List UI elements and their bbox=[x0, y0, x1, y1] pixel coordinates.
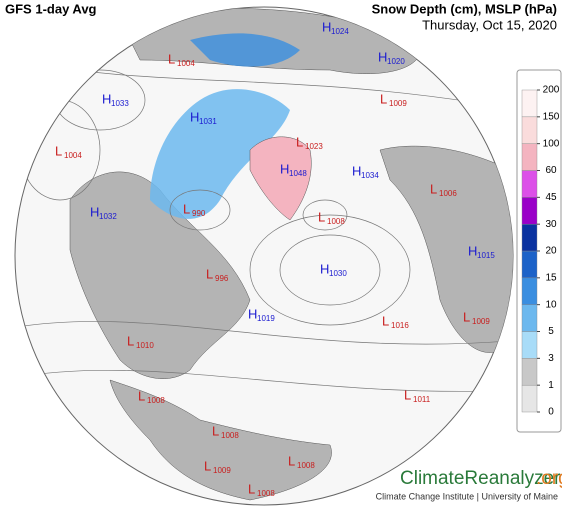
pressure-value: 1015 bbox=[477, 251, 495, 260]
pressure-type: L bbox=[463, 309, 470, 324]
pressure-value: 1032 bbox=[99, 212, 117, 221]
colorbar-label: 150 bbox=[543, 111, 560, 122]
south-america bbox=[109, 379, 332, 501]
pressure-type: H bbox=[322, 19, 331, 34]
pressure-type: H bbox=[248, 306, 257, 321]
colorbar-band bbox=[521, 358, 538, 386]
pressure-value: 1010 bbox=[136, 341, 154, 350]
logo-domain: .org bbox=[536, 468, 562, 489]
title: GFS 1-day Avg bbox=[5, 1, 97, 16]
colorbar-band bbox=[521, 89, 538, 118]
date: Thursday, Oct 15, 2020 bbox=[422, 17, 557, 32]
pressure-value: 1006 bbox=[439, 189, 457, 198]
colorbar-band bbox=[521, 170, 538, 198]
colorbar-label: 1 bbox=[548, 380, 554, 391]
colorbar-band bbox=[521, 384, 538, 413]
pressure-type: L bbox=[55, 143, 62, 158]
pressure-value: 990 bbox=[192, 209, 206, 218]
pressure-type: L bbox=[206, 266, 213, 281]
pressure-value: 1009 bbox=[472, 317, 490, 326]
greenland bbox=[249, 136, 312, 221]
colorbar-label: 20 bbox=[545, 246, 557, 257]
colorbar-band bbox=[521, 143, 538, 171]
colorbar-band bbox=[521, 223, 538, 252]
pressure-type: L bbox=[127, 333, 134, 348]
pressure-type: L bbox=[296, 134, 303, 149]
colorbar-label: 100 bbox=[543, 138, 560, 149]
pressure-value: 1009 bbox=[213, 466, 231, 475]
snow-cover bbox=[150, 89, 290, 219]
pressure-type: H bbox=[280, 161, 289, 176]
variables: Snow Depth (cm), MSLP (hPa) bbox=[372, 1, 557, 16]
pressure-value: 1011 bbox=[413, 395, 431, 404]
colorbar: 0 1 3 5 10 15 20 30 45 60 100 150 200 bbox=[516, 69, 562, 433]
pressure-value: 1016 bbox=[391, 321, 409, 330]
pressure-type: H bbox=[352, 163, 361, 178]
logo-name: ClimateReanalyzer bbox=[400, 468, 561, 489]
colorbar-label: 200 bbox=[543, 85, 560, 96]
pressure-type: H bbox=[468, 243, 477, 258]
pressure-type: L bbox=[380, 91, 387, 106]
pressure-value: 1008 bbox=[147, 396, 165, 405]
pressure-value: 1031 bbox=[199, 117, 217, 126]
pressure-value: 1004 bbox=[177, 59, 195, 68]
pressure-type: L bbox=[168, 51, 175, 66]
pressure-value: 1008 bbox=[327, 217, 345, 226]
colorbar-label: 60 bbox=[545, 165, 557, 176]
globe-layers bbox=[15, 8, 513, 501]
colorbar-label: 0 bbox=[548, 407, 554, 418]
pressure-value: 1033 bbox=[111, 99, 129, 108]
pressure-value: 1023 bbox=[305, 142, 323, 151]
pressure-type: H bbox=[102, 91, 111, 106]
pressure-type: H bbox=[190, 109, 199, 124]
colorbar-label: 45 bbox=[545, 192, 557, 203]
pressure-type: L bbox=[248, 481, 255, 496]
colorbar-band bbox=[521, 277, 538, 305]
pressure-type: L bbox=[318, 209, 325, 224]
colorbar-band bbox=[521, 304, 538, 332]
pressure-value: 996 bbox=[215, 274, 229, 283]
credit: Climate Change Institute | University of… bbox=[376, 491, 558, 501]
pressure-type: L bbox=[404, 387, 411, 402]
pressure-type: L bbox=[430, 181, 437, 196]
pressure-type: H bbox=[90, 204, 99, 219]
colorbar-band bbox=[521, 250, 538, 279]
colorbar-band bbox=[521, 331, 538, 359]
colorbar-label: 15 bbox=[545, 272, 557, 283]
pressure-value: 1024 bbox=[331, 27, 349, 36]
pressure-value: 1020 bbox=[387, 57, 405, 66]
colorbar-band bbox=[521, 197, 538, 225]
pressure-value: 1008 bbox=[221, 431, 239, 440]
colorbar-label: 30 bbox=[545, 219, 557, 230]
pressure-value: 1008 bbox=[297, 461, 315, 470]
pressure-type: L bbox=[288, 453, 295, 468]
snow-cover bbox=[190, 33, 300, 67]
pressure-value: 1034 bbox=[361, 171, 379, 180]
pressure-type: H bbox=[320, 261, 329, 276]
pressure-type: H bbox=[378, 49, 387, 64]
pressure-value: 1030 bbox=[329, 269, 347, 278]
pressure-type: L bbox=[138, 388, 145, 403]
pressure-type: L bbox=[382, 313, 389, 328]
colorbar-label: 10 bbox=[545, 299, 557, 310]
pressure-value: 1019 bbox=[257, 314, 275, 323]
pressure-type: L bbox=[204, 458, 211, 473]
colorbar-label: 3 bbox=[548, 353, 554, 364]
pressure-value: 1048 bbox=[289, 169, 307, 178]
colorbar-band bbox=[521, 116, 538, 144]
pressure-value: 1009 bbox=[389, 99, 407, 108]
pressure-type: L bbox=[212, 423, 219, 438]
pressure-value: 1004 bbox=[64, 151, 82, 160]
pressure-type: L bbox=[183, 201, 190, 216]
pressure-value: 1008 bbox=[257, 489, 275, 498]
colorbar-label: 5 bbox=[548, 326, 554, 337]
